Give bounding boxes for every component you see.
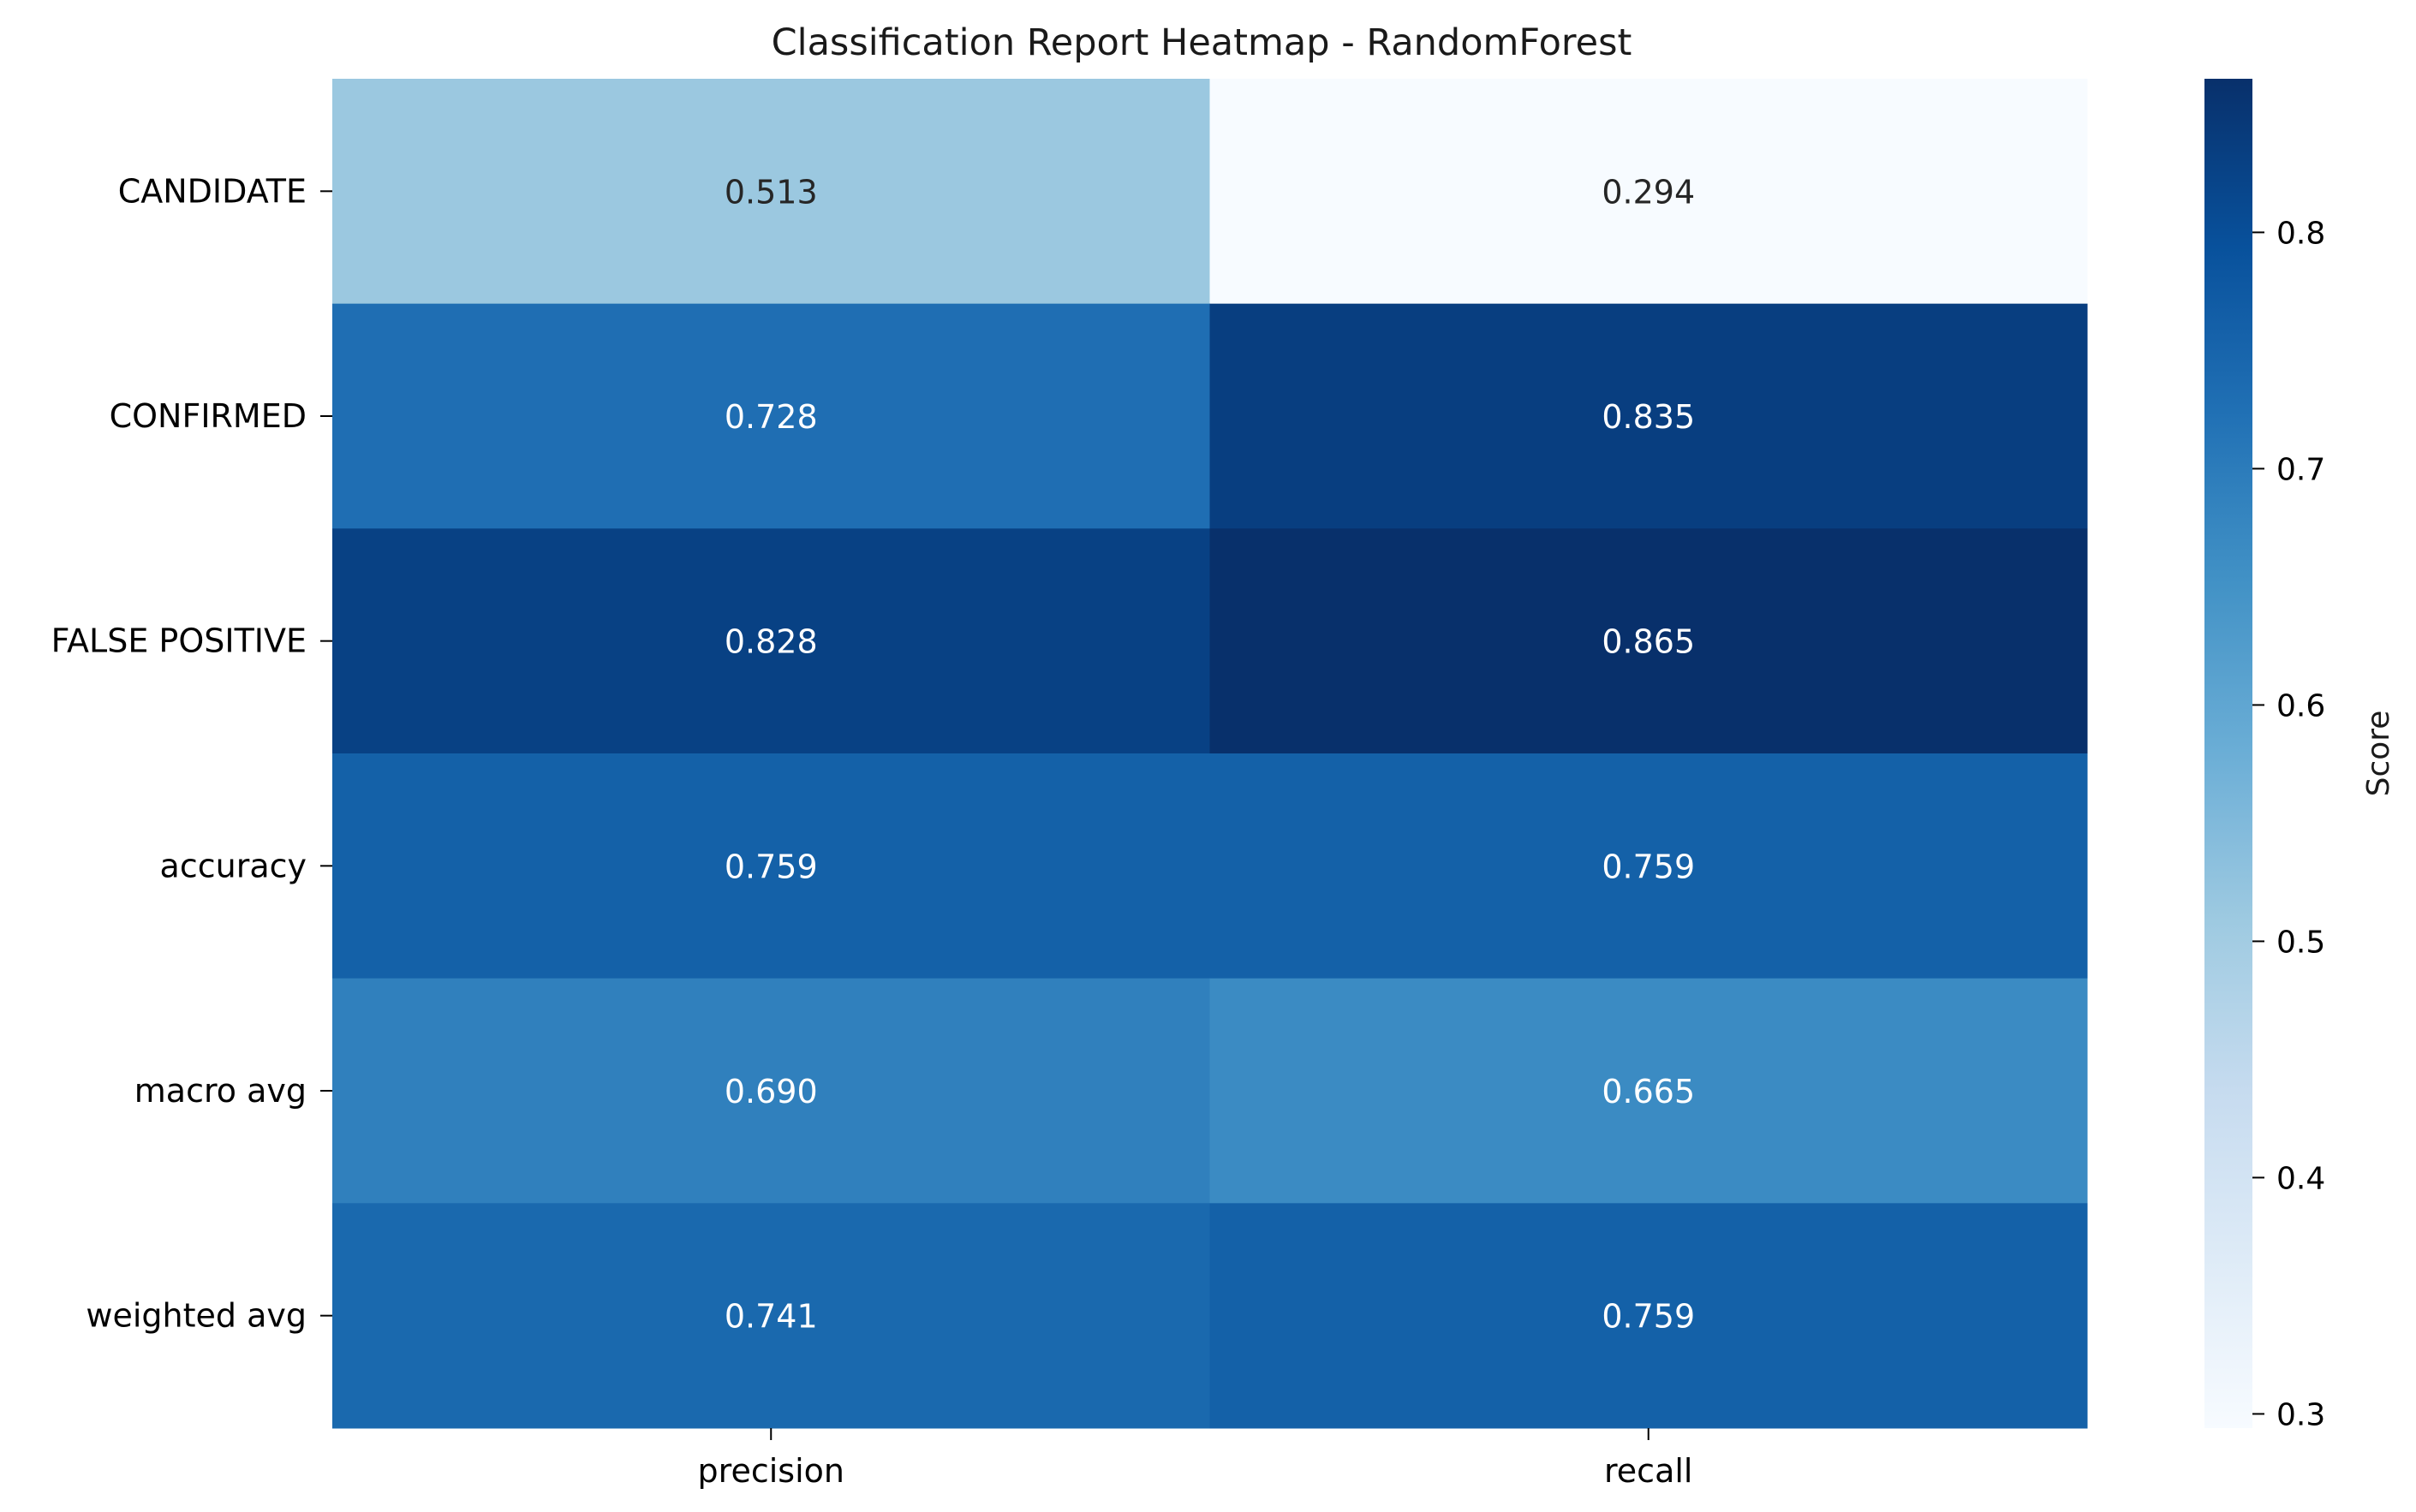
heatmap-cell <box>1209 303 2088 529</box>
cell-value-label: 0.835 <box>1602 398 1695 436</box>
colorbar-gradient <box>2204 79 2252 1428</box>
cell-value-label: 0.665 <box>1602 1073 1695 1110</box>
y-tick-label: weighted avg <box>86 1297 307 1335</box>
cell-value-label: 0.294 <box>1602 173 1695 211</box>
cell-value-label: 0.728 <box>725 398 818 436</box>
x-tick-label: precision <box>698 1452 844 1490</box>
cell-value-label: 0.828 <box>725 623 818 661</box>
colorbar-label: Score <box>2361 711 2396 797</box>
colorbar-tick-label: 0.8 <box>2276 216 2325 251</box>
cell-value-label: 0.741 <box>725 1298 818 1336</box>
heatmap-cells <box>332 79 2088 1429</box>
y-tick-label: accuracy <box>160 847 307 884</box>
colorbar-ticks: 0.3 0.4 0.5 0.6 0.7 0.8 <box>2252 216 2325 1432</box>
cell-value-label: 0.759 <box>1602 848 1695 885</box>
y-tick-label: CANDIDATE <box>118 172 307 210</box>
cell-value-label: 0.690 <box>725 1073 818 1110</box>
heatmap-cell <box>332 978 1210 1204</box>
heatmap-cell <box>1209 753 2088 979</box>
heatmap-cell <box>332 79 1210 305</box>
heatmap-cell <box>332 303 1210 529</box>
y-axis-tick-labels: CANDIDATE CONFIRMED FALSE POSITIVE accuracy… <box>51 172 332 1335</box>
x-axis-tick-labels: precision recall <box>698 1428 1692 1490</box>
heatmap-cell <box>1209 978 2088 1204</box>
cell-value-label: 0.513 <box>725 173 818 211</box>
colorbar: 0.3 0.4 0.5 0.6 0.7 0.8 Score <box>2204 79 2396 1432</box>
colorbar-tick-label: 0.3 <box>2276 1397 2325 1432</box>
chart-title: Classification Report Heatmap - RandomFo… <box>772 21 1632 64</box>
colorbar-tick-label: 0.4 <box>2276 1161 2325 1196</box>
heatmap-cell-labels: 0.513 0.294 0.728 0.835 0.828 0.865 0.759 0.759… <box>725 173 1695 1335</box>
y-tick-label: CONFIRMED <box>110 397 307 435</box>
x-tick-label: recall <box>1604 1452 1692 1490</box>
heatmap-cell <box>332 1203 1210 1429</box>
heatmap-cell <box>1209 79 2088 305</box>
heatmap-cell <box>332 528 1210 754</box>
cell-value-label: 0.759 <box>725 848 818 885</box>
cell-value-label: 0.865 <box>1602 623 1695 661</box>
y-tick-label: FALSE POSITIVE <box>51 622 307 660</box>
heatmap-cell <box>1209 528 2088 754</box>
colorbar-tick-label: 0.5 <box>2276 925 2325 960</box>
cell-value-label: 0.759 <box>1602 1298 1695 1336</box>
heatmap-cell <box>332 753 1210 979</box>
colorbar-tick-label: 0.6 <box>2276 688 2325 723</box>
heatmap-cell <box>1209 1203 2088 1429</box>
colorbar-tick-label: 0.7 <box>2276 452 2325 487</box>
y-tick-label: macro avg <box>134 1072 307 1110</box>
